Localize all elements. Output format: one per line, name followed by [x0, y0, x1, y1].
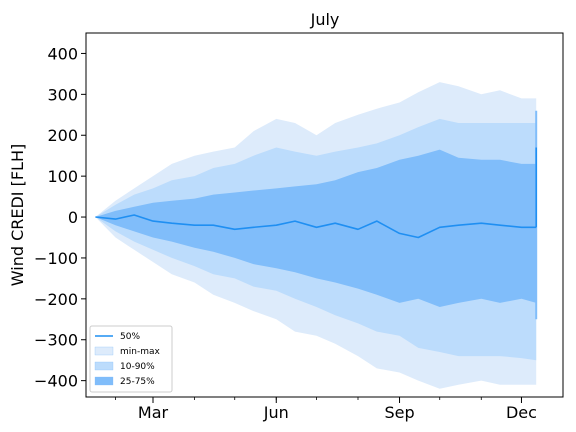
legend-label: 50%	[120, 332, 140, 342]
legend-label: min-max	[120, 347, 161, 357]
y-tick-label: 400	[47, 44, 78, 63]
band-25-75-	[95, 149, 537, 307]
y-tick-label: −100	[34, 249, 78, 268]
x-tick-label: Mar	[138, 403, 169, 422]
plot-series	[95, 82, 538, 389]
legend-label: 25-75%	[120, 377, 155, 387]
axes: −400 −300 −200 −100 0 100 200 300 400 Mar Jun Sep De…	[34, 32, 564, 422]
y-tick-label: 200	[47, 126, 78, 145]
median-line	[95, 214, 537, 239]
legend-box	[89, 325, 173, 393]
legend: 50% min-max 10-90% 25-75%	[89, 325, 173, 393]
x-tick-label: Dec	[506, 403, 537, 422]
legend-swatch-patch	[94, 376, 114, 386]
y-tick-label: 100	[47, 167, 78, 186]
chart-title: July	[310, 10, 340, 29]
y-tick-label: −300	[34, 331, 78, 350]
x-tick-label: Sep	[384, 403, 414, 422]
legend-swatch-patch	[94, 346, 114, 356]
legend-label: 10-90%	[120, 362, 155, 372]
y-tick-label: 0	[68, 208, 78, 227]
y-tick-label: −400	[34, 372, 78, 391]
x-tick-label: Jun	[263, 403, 289, 422]
plot-frame	[85, 32, 564, 398]
plot-area	[95, 82, 538, 389]
y-tick-label: 300	[47, 85, 78, 104]
legend-swatch-patch	[94, 361, 114, 371]
y-axis-label: Wind CREDI [FLH]	[8, 144, 27, 286]
y-tick-label: −200	[34, 290, 78, 309]
